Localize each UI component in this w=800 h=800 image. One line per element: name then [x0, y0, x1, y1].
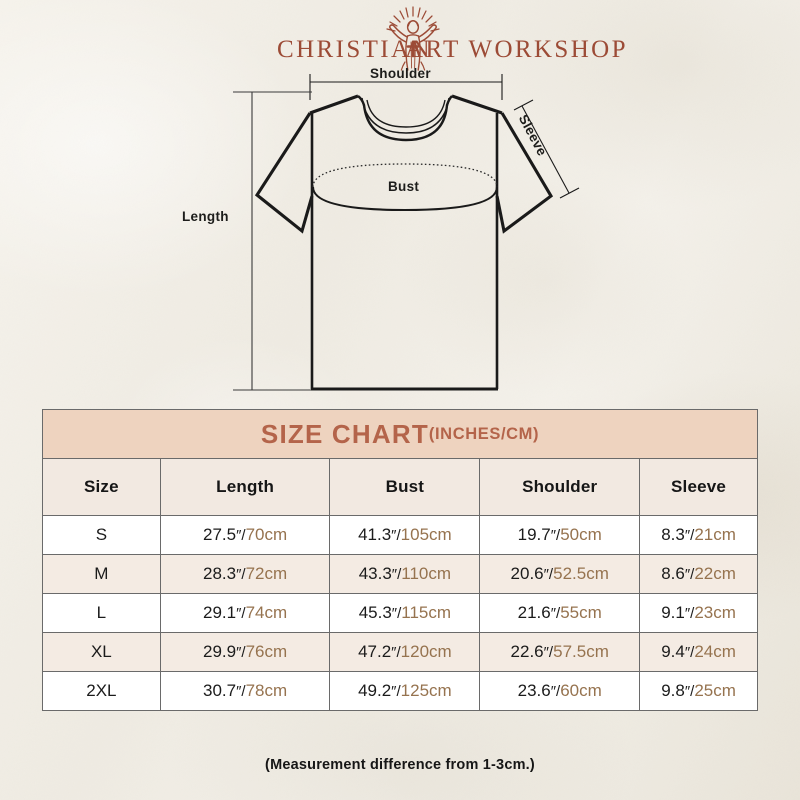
column-header-shoulder: Shoulder	[479, 458, 641, 516]
table-body: S 27.5″/70cm 41.3″/105cm 19.7″/50cm 8.3″/21c…	[42, 515, 758, 711]
cell-bust: 45.3″/115cm	[329, 593, 481, 633]
cell-size: 2XL	[42, 671, 161, 711]
sleeve-dimension-line	[513, 99, 580, 199]
cell-bust: 43.3″/110cm	[329, 554, 481, 594]
cell-shoulder: 23.6″/60cm	[479, 671, 641, 711]
cell-sleeve: 9.1″/23cm	[639, 593, 758, 633]
cell-shoulder: 20.6″/52.5cm	[479, 554, 641, 594]
table-row: M 28.3″/72cm 43.3″/110cm 20.6″/52.5cm 8.6″/2…	[42, 554, 758, 594]
cell-length: 28.3″/72cm	[159, 554, 331, 594]
bust-ellipse-top-dotted	[312, 163, 498, 188]
cell-sleeve: 9.4″/24cm	[639, 632, 758, 672]
christ-figure-icon	[386, 6, 440, 71]
size-chart-title: SIZE CHART(INCHES/CM)	[42, 409, 758, 459]
bust-label: Bust	[388, 179, 420, 194]
tshirt-outline-icon	[233, 74, 580, 391]
brand-name-right: ART WORKSHOP	[405, 36, 628, 63]
collar-inner-2	[366, 99, 446, 128]
table-row: 2XL 30.7″/78cm 49.2″/125cm 23.6″/60cm 9.8″/2…	[42, 671, 758, 711]
table-title-row: SIZE CHART(INCHES/CM)	[42, 409, 758, 459]
cell-shoulder: 21.6″/55cm	[479, 593, 641, 633]
right-sleeve-outline	[495, 112, 554, 234]
cell-size: S	[42, 515, 161, 555]
title-sub-text: (INCHES/CM)	[428, 424, 540, 443]
table-header-row: Size Length Bust Shoulder Sleeve	[42, 458, 758, 516]
table-row: S 27.5″/70cm 41.3″/105cm 19.7″/50cm 8.3″/21c…	[42, 515, 758, 555]
cell-size: M	[42, 554, 161, 594]
table-row: XL 29.9″/76cm 47.2″/120cm 22.6″/57.5cm 9.4″/…	[42, 632, 758, 672]
cell-size: L	[42, 593, 161, 633]
cell-sleeve: 8.6″/22cm	[639, 554, 758, 594]
cell-size: XL	[42, 632, 161, 672]
cell-length: 29.9″/76cm	[159, 632, 331, 672]
title-main-text: SIZE CHART	[260, 418, 429, 449]
measurement-note: (Measurement difference from 1-3cm.)	[265, 757, 535, 773]
collar-inner-1	[361, 97, 450, 134]
cell-sleeve: 8.3″/21cm	[639, 515, 758, 555]
brand-header: CHRISTIAN ART WORKSHOP	[0, 4, 800, 76]
length-dimension-line	[233, 91, 312, 391]
length-label: Length	[182, 209, 229, 224]
cell-length: 29.1″/74cm	[159, 593, 331, 633]
column-header-length: Length	[159, 458, 331, 516]
shoulder-dimension-line	[309, 74, 503, 100]
size-chart-table: SIZE CHART(INCHES/CM) Size Length Bust S…	[42, 409, 758, 711]
cell-length: 30.7″/78cm	[159, 671, 331, 711]
tshirt-diagram: Shoulder Length Bust Sleeve	[182, 66, 580, 391]
left-sleeve-outline	[254, 112, 314, 234]
bust-ellipse-bottom	[311, 186, 499, 212]
cell-bust: 41.3″/105cm	[329, 515, 481, 555]
cell-bust: 47.2″/120cm	[329, 632, 481, 672]
column-header-size: Size	[42, 458, 161, 516]
cell-bust: 49.2″/125cm	[329, 671, 481, 711]
column-header-sleeve: Sleeve	[639, 458, 758, 516]
shoulder-label: Shoulder	[370, 66, 431, 81]
cell-sleeve: 9.8″/25cm	[639, 671, 758, 711]
cell-shoulder: 22.6″/57.5cm	[479, 632, 641, 672]
cell-shoulder: 19.7″/50cm	[479, 515, 641, 555]
column-header-bust: Bust	[329, 458, 481, 516]
cell-length: 27.5″/70cm	[159, 515, 331, 555]
table-row: L 29.1″/74cm 45.3″/115cm 21.6″/55cm 9.1″/23c…	[42, 593, 758, 633]
